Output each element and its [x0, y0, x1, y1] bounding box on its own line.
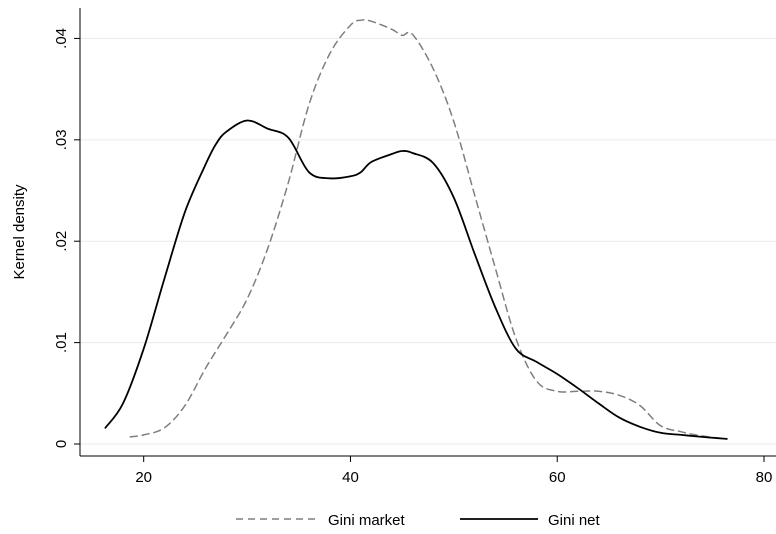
legend: Gini market Gini net — [236, 512, 601, 529]
y-axis-title: Kernel density — [11, 184, 28, 280]
y-tick-label-1: .01 — [53, 332, 70, 353]
axes — [79, 8, 776, 457]
x-tick-label-3: 80 — [756, 469, 773, 486]
series-layer — [104, 19, 728, 440]
y-tick-label-0: 0 — [53, 440, 70, 448]
y-tick-label-4: .04 — [53, 28, 70, 49]
x-axis-ticks: 20 40 60 80 — [135, 456, 772, 486]
y-axis-ticks: 0 .01 .02 .03 .04 — [53, 28, 80, 448]
series-line-gini-market — [129, 19, 728, 440]
y-tick-label-2: .02 — [53, 231, 70, 252]
x-tick-label-2: 60 — [549, 469, 566, 486]
x-tick-label-1: 40 — [342, 469, 359, 486]
y-tick-label-3: .03 — [53, 129, 70, 150]
x-tick-label-0: 20 — [135, 469, 152, 486]
gridlines — [80, 37, 776, 445]
legend-label-gini-market: Gini market — [328, 512, 406, 529]
legend-label-gini-net: Gini net — [548, 512, 601, 529]
series-line-gini-net — [104, 119, 728, 440]
